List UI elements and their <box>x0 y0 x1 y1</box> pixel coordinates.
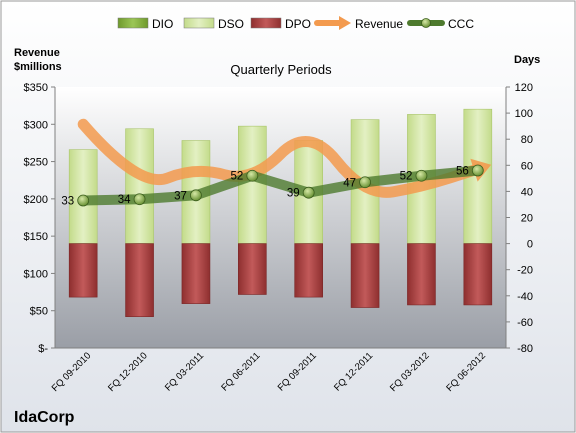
legend-label-dpo: DPO <box>285 17 311 31</box>
legend-swatch-dpo <box>250 17 282 29</box>
dso-bar <box>125 128 154 244</box>
right-tick-label: -40 <box>517 291 533 303</box>
right-axis-title: Days <box>514 54 540 66</box>
ccc-data-label: 52 <box>231 171 244 183</box>
ccc-data-label: 52 <box>400 171 413 183</box>
legend-label-ccc: CCC <box>448 17 474 31</box>
right-tick-label: 20 <box>521 213 533 225</box>
right-tick-label: 0 <box>527 239 533 251</box>
legend-swatch-revenue-arrowhead <box>339 16 351 30</box>
ccc-marker <box>246 169 259 182</box>
plot-area <box>55 87 506 348</box>
right-tick-label: 60 <box>521 160 533 172</box>
left-tick-label: $50 <box>30 306 48 318</box>
chart-title: Quarterly Periods <box>230 62 332 77</box>
ccc-data-label: 34 <box>118 194 131 206</box>
legend-label-dso: DSO <box>218 17 244 31</box>
left-tick-label: $250 <box>24 157 48 169</box>
ccc-marker <box>359 176 371 189</box>
ccc-marker <box>302 186 315 199</box>
left-tick-label: $150 <box>24 231 48 243</box>
dpo-bar <box>238 243 267 295</box>
ccc-data-label: 47 <box>343 177 356 189</box>
ccc-marker <box>77 194 90 207</box>
left-tick-label: $200 <box>24 194 48 206</box>
ccc-data-label: 39 <box>287 188 300 200</box>
ccc-marker <box>471 164 484 177</box>
legend: DIO DSO DPO Revenue CCC <box>117 16 474 31</box>
ccc-data-label: 56 <box>456 166 469 178</box>
dpo-bar <box>181 243 211 304</box>
ccc-data-label: 37 <box>174 190 187 202</box>
ccc-marker <box>415 169 428 182</box>
legend-swatch-dio <box>117 17 149 29</box>
right-tick-label: 120 <box>515 82 533 94</box>
dpo-bar <box>125 243 154 317</box>
right-tick-label: -60 <box>517 317 533 329</box>
dpo-bar <box>294 243 323 298</box>
dpo-bar <box>350 243 380 308</box>
right-tick-label: 80 <box>521 134 533 146</box>
left-axis-title: Revenue $millions <box>14 47 63 73</box>
company-name: IdaCorp <box>14 409 75 426</box>
left-tick-label: $300 <box>24 119 48 131</box>
ccc-data-label: 33 <box>61 196 74 208</box>
dpo-bar <box>68 243 98 298</box>
legend-label-dio: DIO <box>152 17 173 31</box>
dpo-bar <box>463 243 493 306</box>
right-tick-label: -20 <box>517 265 533 277</box>
left-tick-label: $100 <box>24 268 48 280</box>
legend-swatch-ccc-marker <box>421 18 431 28</box>
ccc-marker <box>133 193 146 206</box>
legend-swatch-dso <box>183 17 215 29</box>
lines-layer: 33 34 37 52 39 47 52 56 <box>61 118 492 208</box>
axes-layer: $- $50 $100 $150 $200 $250 $300 $350 -80 -60 -40 -2… <box>24 82 533 394</box>
left-tick-label: $350 <box>24 82 48 94</box>
right-tick-label: -80 <box>517 343 533 355</box>
dso-bar <box>238 125 267 244</box>
left-tick-label: $- <box>38 343 48 355</box>
revenue-line <box>77 118 484 198</box>
legend-label-revenue: Revenue <box>355 17 403 31</box>
ccc-line <box>78 165 483 206</box>
dpo-bar <box>407 243 436 306</box>
right-tick-label: 40 <box>521 186 533 198</box>
right-tick-label: 100 <box>515 108 533 120</box>
ccc-marker <box>190 189 202 202</box>
